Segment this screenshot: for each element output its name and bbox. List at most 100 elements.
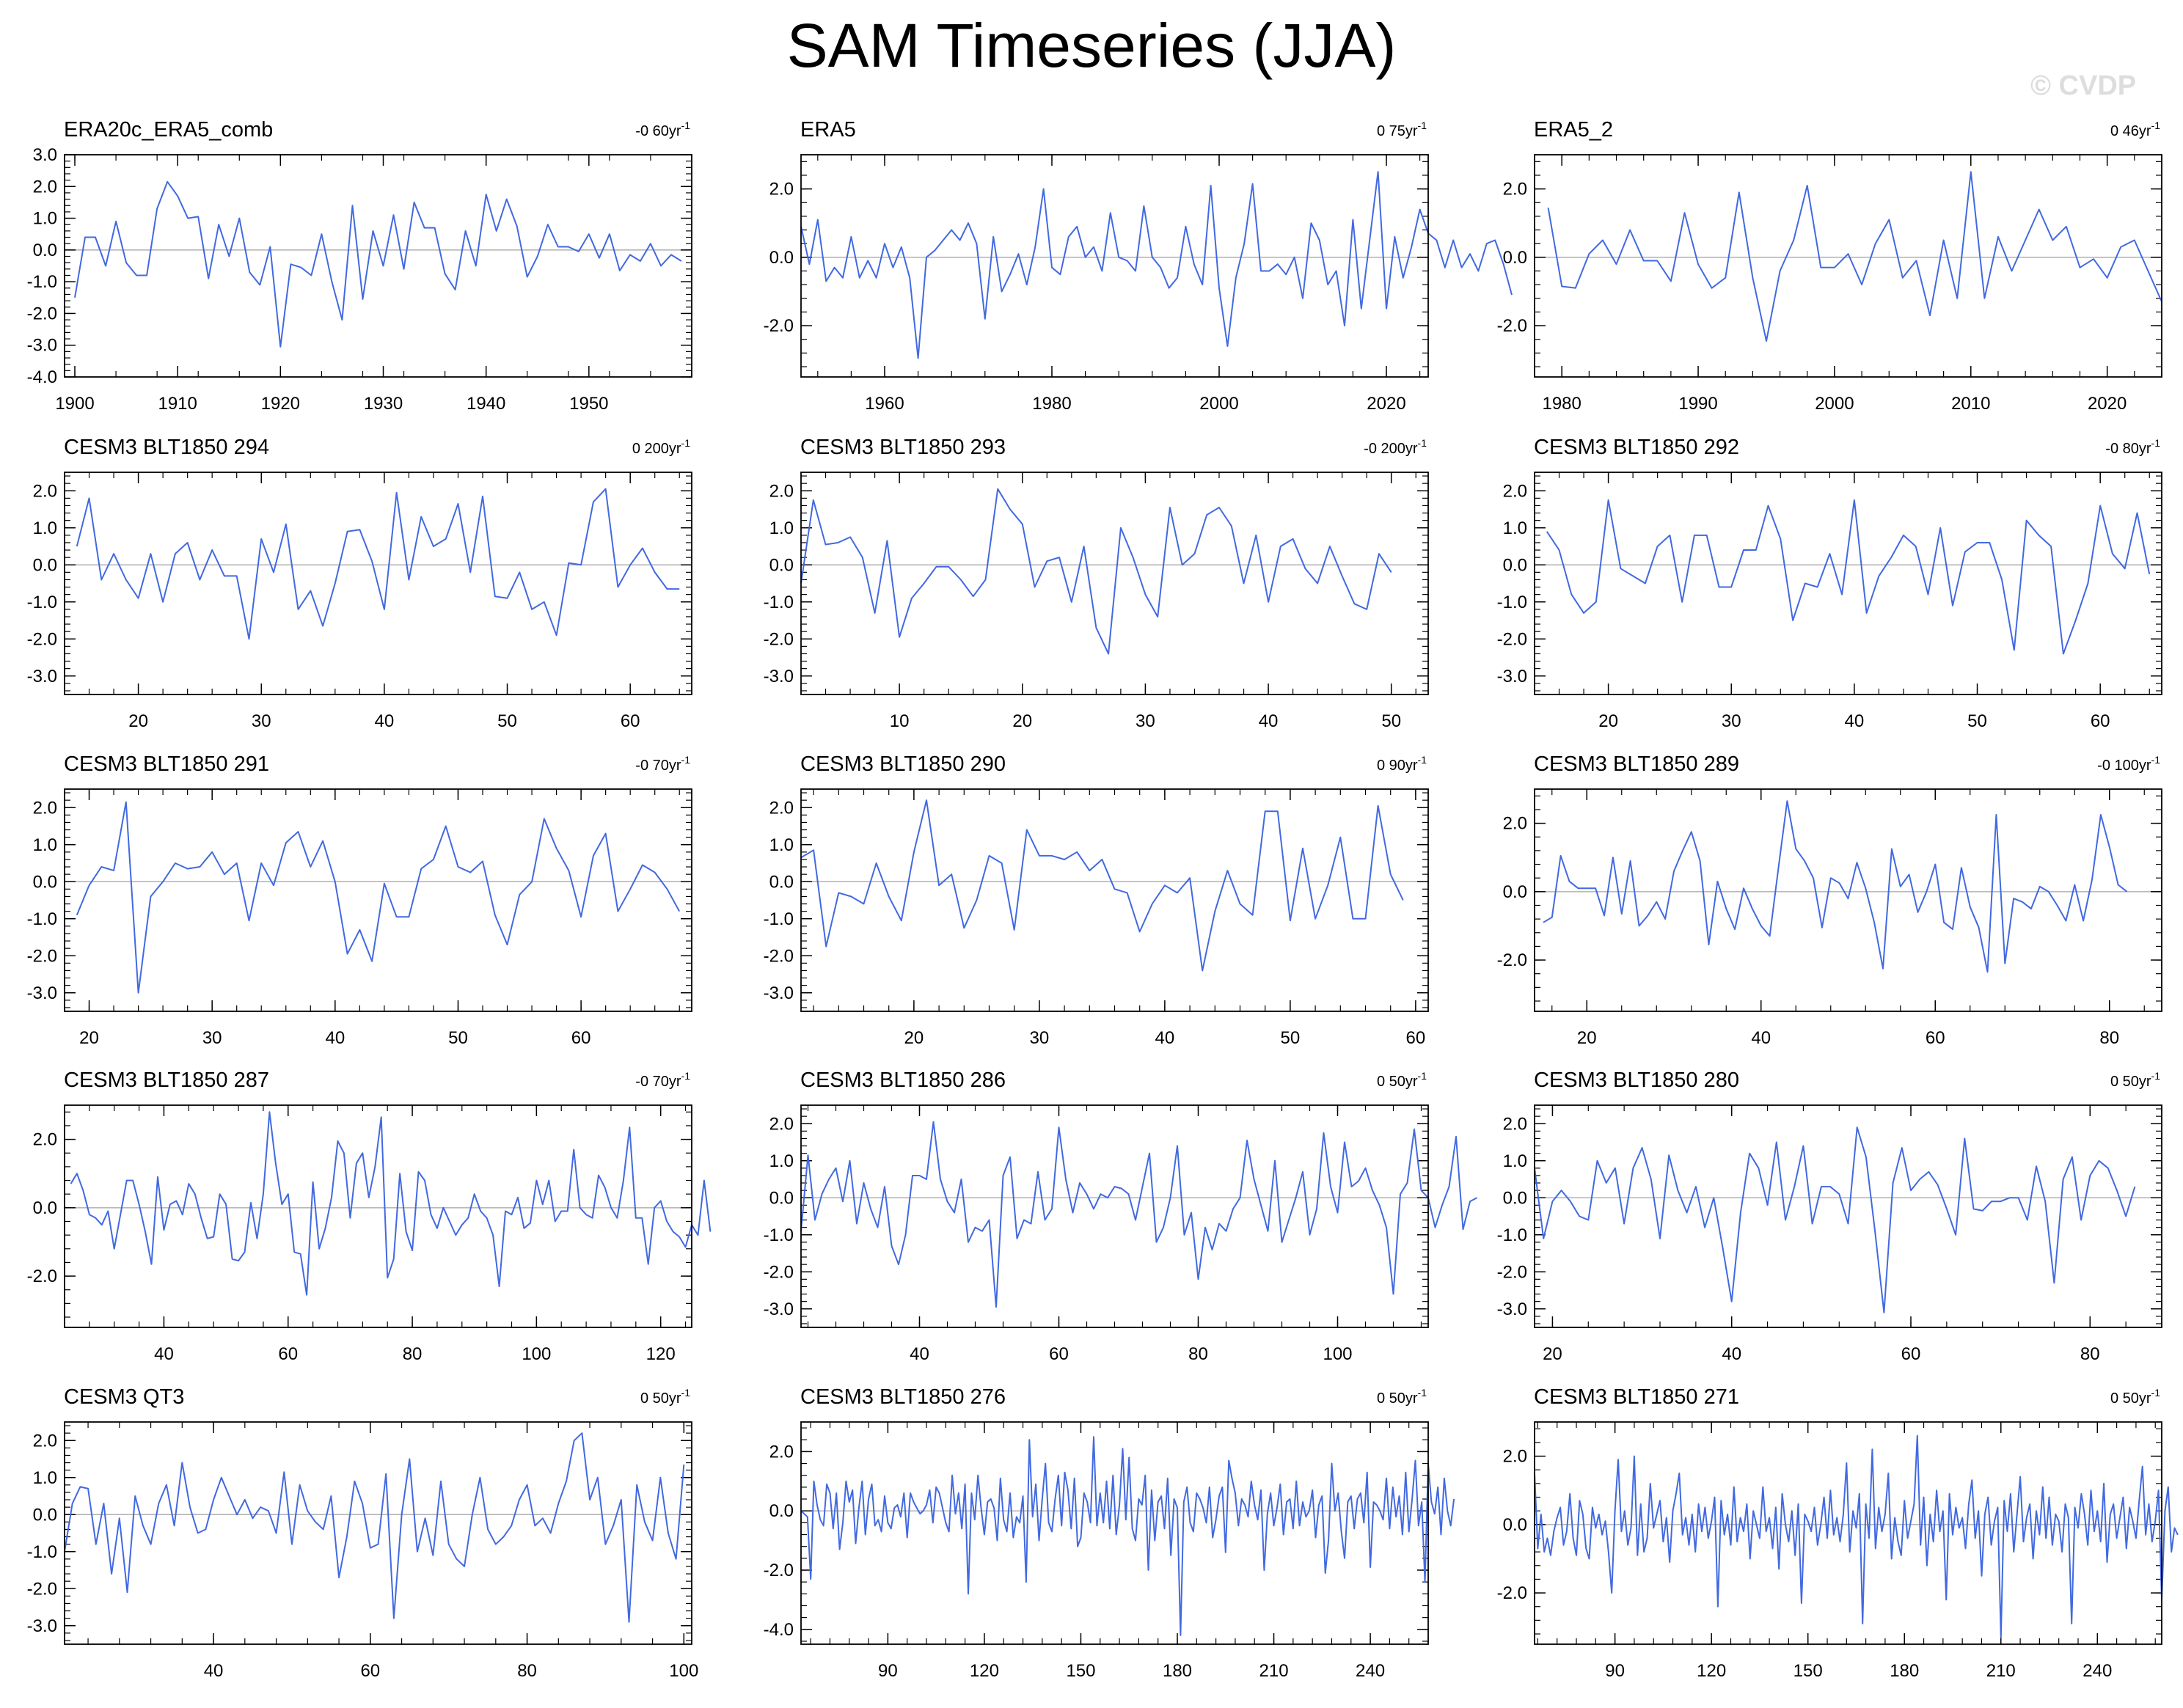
y-tick-label: 0.0: [769, 1188, 794, 1208]
chart-panel-14: CESM3 BLT1850 276 0 50yr-1 90 120 150 180 210 2…: [764, 1385, 1455, 1681]
chart-panel-5: CESM3 BLT1850 293 -0 200yr-1 10 20 30 40 50 -3.…: [764, 436, 1429, 731]
y-tick-label: 0.0: [1503, 555, 1527, 575]
page-title: SAM Timeseries (JJA): [786, 11, 1397, 80]
x-tick-label: 1930: [364, 394, 403, 414]
x-tick-label: 40: [1722, 1344, 1741, 1364]
x-tick-label: 80: [1188, 1344, 1208, 1364]
x-tick-label: 2010: [1951, 394, 1990, 414]
x-tick-label: 210: [1259, 1661, 1289, 1681]
plot-frame: [1534, 472, 2162, 695]
x-tick-label: 180: [1890, 1661, 1919, 1681]
y-tick-label: -1.0: [27, 593, 57, 612]
trend-label: -0 70yr-1: [635, 754, 690, 774]
y-tick-label: -1.0: [1497, 593, 1527, 612]
y-tick-label: -2.0: [27, 946, 57, 966]
y-tick-label: -2.0: [764, 1561, 794, 1580]
sam-series-line: [800, 799, 1404, 972]
x-tick-label: 1920: [261, 394, 300, 414]
trend-value: -0 70yr: [635, 758, 681, 774]
x-tick-label: 1980: [1032, 394, 1071, 414]
y-tick-label: 0.0: [33, 1505, 57, 1525]
chart-panel-2: ERA5 0 75yr-1 1960 1980 2000 2020 -2.0 0.0 2.0: [764, 118, 1513, 414]
trend-label: 0 50yr-1: [2110, 1387, 2160, 1407]
y-tick-label: 1.0: [33, 209, 57, 229]
trend-label: 0 50yr-1: [1377, 1387, 1427, 1407]
y-tick-label: -3.0: [1497, 667, 1527, 686]
trend-value: 0 46yr: [2110, 123, 2151, 139]
y-tick-label: 1.0: [769, 518, 794, 538]
y-tick-label: -2.0: [27, 629, 57, 649]
y-tick-label: 0.0: [769, 1501, 794, 1521]
trend-label: 0 50yr-1: [2110, 1070, 2160, 1090]
y-tick-label: 2.0: [33, 1130, 57, 1150]
x-tick-label: 60: [2091, 711, 2110, 731]
panel-title: CESM3 BLT1850 287: [64, 1069, 269, 1092]
y-tick-label: -1.0: [27, 1542, 57, 1562]
x-tick-label: 20: [904, 1028, 924, 1048]
plot-frame: [64, 154, 692, 378]
chart-panel-1: ERA20c_ERA5_comb -0 60yr-1 1900 1910 1920 193…: [27, 118, 692, 414]
plot-frame: [64, 1421, 692, 1645]
x-tick-label: 40: [1751, 1028, 1771, 1048]
x-tick-label: 40: [154, 1344, 174, 1364]
x-tick-label: 120: [1697, 1661, 1726, 1681]
y-tick-label: -3.0: [1497, 1300, 1527, 1319]
panel-title: CESM3 BLT1850 289: [1534, 752, 1739, 776]
x-tick-label: 20: [1012, 711, 1032, 731]
sam-series-line: [800, 488, 1392, 655]
sam-series-line: [1546, 499, 2151, 655]
y-tick-label: 2.0: [33, 481, 57, 501]
trend-exponent: -1: [1418, 1387, 1427, 1399]
x-tick-label: 150: [1793, 1661, 1823, 1681]
sam-series-line: [64, 1432, 685, 1623]
x-tick-label: 80: [403, 1344, 423, 1364]
x-tick-label: 40: [325, 1028, 345, 1048]
y-tick-label: -1.0: [27, 909, 57, 929]
sam-series-line: [1534, 1126, 2136, 1313]
x-tick-label: 20: [79, 1028, 99, 1048]
y-tick-label: -3.0: [764, 1300, 794, 1319]
x-tick-label: 2020: [1367, 394, 1405, 414]
y-tick-label: -4.0: [27, 367, 57, 387]
y-tick-label: -1.0: [764, 593, 794, 612]
y-tick-label: -2.0: [1497, 950, 1527, 970]
y-tick-label: 2.0: [769, 481, 794, 501]
y-tick-label: 1.0: [769, 1151, 794, 1171]
trend-label: 0 50yr-1: [1377, 1070, 1427, 1090]
panel-title: CESM3 BLT1850 290: [800, 752, 1006, 776]
y-tick-label: 2.0: [33, 177, 57, 197]
sam-series-line: [1534, 1434, 2179, 1638]
x-tick-label: 40: [1259, 711, 1279, 731]
y-tick-label: -1.0: [764, 909, 794, 929]
y-tick-label: -4.0: [764, 1620, 794, 1640]
y-tick-label: -2.0: [1497, 1583, 1527, 1603]
y-tick-label: 0.0: [33, 241, 57, 260]
y-tick-label: -3.0: [27, 983, 57, 1003]
chart-panel-4: CESM3 BLT1850 294 0 200yr-1 20 30 40 50 60 -3.0…: [27, 436, 692, 731]
y-tick-label: 2.0: [769, 798, 794, 818]
x-tick-label: 40: [375, 711, 395, 731]
y-tick-label: -2.0: [764, 946, 794, 966]
trend-value: 0 200yr: [632, 441, 681, 457]
panel-title: CESM3 BLT1850 280: [1534, 1069, 1739, 1092]
y-tick-label: -1.0: [764, 1225, 794, 1245]
trend-label: 0 46yr-1: [2110, 120, 2160, 139]
x-tick-label: 1900: [55, 394, 94, 414]
y-tick-label: 2.0: [769, 1114, 794, 1134]
plot-frame: [1534, 154, 2162, 378]
trend-value: -0 200yr: [1364, 441, 1418, 457]
trend-exponent: -1: [1418, 754, 1427, 766]
trend-exponent: -1: [681, 754, 691, 766]
trend-exponent: -1: [2151, 1387, 2161, 1399]
x-tick-label: 40: [910, 1344, 929, 1364]
trend-label: -0 100yr-1: [2097, 754, 2160, 774]
y-tick-label: -3.0: [27, 336, 57, 356]
x-tick-label: 20: [1577, 1028, 1597, 1048]
y-tick-label: 1.0: [1503, 1151, 1527, 1171]
chart-panel-7: CESM3 BLT1850 291 -0 70yr-1 20 30 40 50 60 -3.0…: [27, 752, 692, 1048]
x-tick-label: 50: [1967, 711, 1987, 731]
panel-title: CESM3 BLT1850 291: [64, 752, 269, 776]
y-tick-label: -2.0: [764, 629, 794, 649]
sam-series-line: [76, 488, 680, 640]
